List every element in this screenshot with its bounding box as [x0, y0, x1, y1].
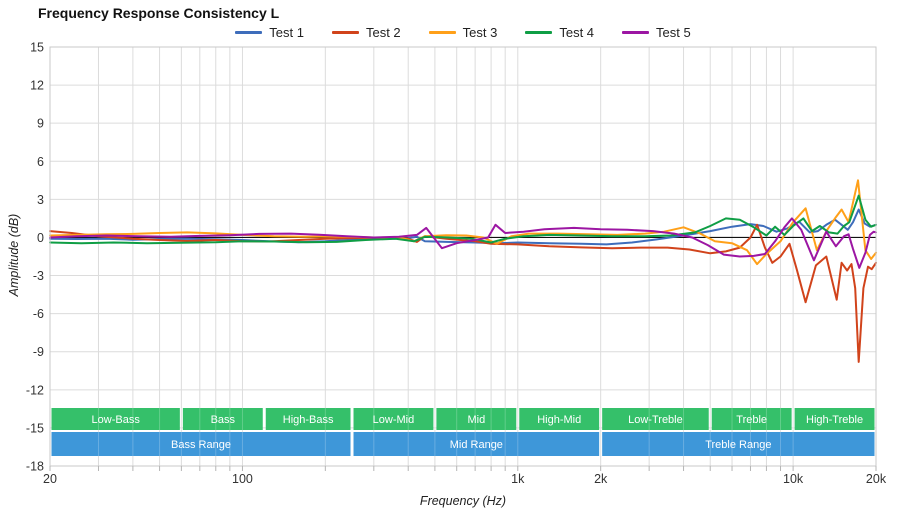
band-high-treble	[794, 408, 875, 430]
band-bass-range	[51, 432, 351, 456]
band-low-treble	[602, 408, 709, 430]
y-tick-label: -9	[33, 345, 44, 359]
legend-label-test-4: Test 4	[559, 25, 595, 40]
band-high-mid	[519, 408, 600, 430]
y-tick-label: 9	[37, 117, 44, 131]
y-tick-label: -15	[26, 421, 44, 435]
series-swatch-test-3	[428, 31, 456, 34]
chart-title: Frequency Response Consistency L	[38, 5, 280, 21]
plot-border	[49, 46, 877, 467]
legend: Test 1 Test 2 Test 3 Test 4 Test 5	[50, 25, 876, 40]
x-axis-tick-labels: 20 100 1k 2k 10k 20k	[43, 472, 887, 486]
series-line-test-5	[49, 217, 877, 269]
y-tick-label: 6	[37, 155, 44, 169]
legend-label-test-5: Test 5	[656, 25, 691, 40]
band-label-bass: Bass	[211, 414, 236, 426]
series-swatch-test-5	[622, 31, 650, 34]
band-label-low-mid: Low-Mid	[373, 414, 415, 426]
band-mid-range	[353, 432, 600, 456]
legend-label-test-3: Test 3	[462, 25, 498, 40]
band-label-treble: Treble	[736, 414, 767, 426]
band-label-mid-range: Mid Range	[450, 439, 503, 451]
x-tick-label: 100	[232, 472, 253, 486]
band-label-mid: Mid	[467, 414, 485, 426]
y-tick-label: -18	[26, 460, 44, 474]
legend-item-test-4[interactable]: Test 4	[525, 25, 594, 40]
frequency-bands: Low-Bass Bass High-Bass Low-Mid Mid High-Mid L…	[51, 408, 875, 456]
y-axis-tick-labels: 15 12 9 6 3 0 -3 -6 -9 -12 -15 -18	[26, 41, 44, 474]
y-tick-label: 15	[30, 41, 44, 55]
band-low-bass	[51, 408, 180, 430]
y-tick-label: 12	[30, 79, 44, 93]
x-tick-label: 20	[43, 472, 57, 486]
band-label-treble-range: Treble Range	[705, 439, 771, 451]
legend-label-test-2: Test 2	[365, 25, 401, 40]
band-mid	[436, 408, 517, 430]
y-tick-label: -6	[33, 307, 44, 321]
legend-label-test-1: Test 1	[269, 25, 304, 40]
series-line-test-3	[49, 179, 877, 266]
y-tick-label: 3	[37, 193, 44, 207]
band-label-low-treble: Low-Treble	[628, 414, 683, 426]
band-low-mid	[353, 408, 434, 430]
x-tick-label: 20k	[866, 472, 887, 486]
y-tick-label: -3	[33, 269, 44, 283]
band-label-high-bass: High-Bass	[283, 414, 334, 426]
band-bass	[182, 408, 263, 430]
band-label-high-treble: High-Treble	[806, 414, 863, 426]
band-label-low-bass: Low-Bass	[92, 414, 141, 426]
legend-item-test-5[interactable]: Test 5	[622, 25, 691, 40]
x-tick-label: 1k	[511, 472, 525, 486]
series-line-test-2	[49, 223, 877, 363]
x-axis-ticks	[49, 466, 877, 471]
band-label-bass-range: Bass Range	[171, 439, 231, 451]
series-line-test-4	[49, 194, 877, 245]
x-tick-label: 10k	[783, 472, 804, 486]
y-tick-label: -12	[26, 383, 44, 397]
y-axis-title: Amplitude (dB)	[7, 213, 21, 297]
series-swatch-test-1	[235, 31, 263, 34]
series-curves	[49, 179, 877, 363]
legend-item-test-1[interactable]: Test 1	[235, 25, 304, 40]
series-swatch-test-2	[331, 31, 359, 34]
band-treble-range	[602, 432, 875, 456]
band-treble	[711, 408, 792, 430]
band-high-bass	[265, 408, 351, 430]
x-tick-label: 2k	[594, 472, 608, 486]
series-swatch-test-4	[525, 31, 553, 34]
x-axis-title: Frequency (Hz)	[419, 494, 507, 508]
band-label-high-mid: High-Mid	[537, 414, 581, 426]
y-tick-label: 0	[37, 231, 44, 245]
legend-item-test-3[interactable]: Test 3	[428, 25, 498, 40]
legend-item-test-2[interactable]: Test 2	[331, 25, 401, 40]
